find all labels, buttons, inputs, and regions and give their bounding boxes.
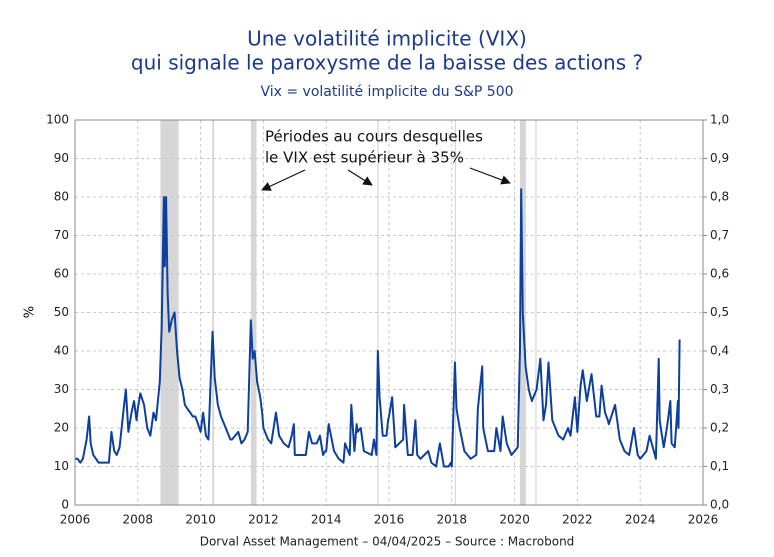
y-tick-label: 40 (54, 344, 69, 358)
x-tick-label: 2014 (311, 513, 342, 527)
x-tick-label: 2026 (688, 513, 719, 527)
shaded-period (377, 120, 379, 505)
vix-line (75, 188, 681, 468)
y-tick-label: 0 (61, 498, 69, 512)
x-tick-label: 2008 (123, 513, 154, 527)
y-tick-label: 50 (54, 305, 69, 319)
y2-tick-label: 0,0 (710, 498, 729, 512)
shaded-period (160, 120, 179, 505)
chart-title: Une volatilité implicite (VIX) (247, 27, 527, 51)
chart-title: qui signale le paroxysme de la baisse de… (131, 51, 643, 75)
x-tick-label: 2016 (374, 513, 405, 527)
shaded-period (250, 120, 257, 505)
annotation-arrow (261, 169, 306, 191)
y2-tick-label: 0,2 (710, 421, 729, 435)
y-tick-label: 70 (54, 228, 69, 242)
y2-tick-label: 0,4 (710, 344, 729, 358)
y-tick-label: 20 (54, 421, 69, 435)
y2-tick-label: 1,0 (710, 113, 729, 127)
annotation: le VIX est supérieur à 35% (265, 149, 464, 167)
y2-tick-label: 0,5 (710, 305, 729, 319)
x-tick-label: 2012 (248, 513, 279, 527)
y2-tick-label: 0,6 (710, 267, 729, 281)
y2-tick-label: 0,9 (710, 151, 729, 165)
annotation: Périodes au cours desquelles (265, 128, 483, 146)
x-tick-label: 2018 (437, 513, 468, 527)
x-tick-label: 2010 (185, 513, 216, 527)
plot-area (74, 119, 704, 506)
annotation-arrow (469, 167, 511, 185)
footer: Dorval Asset Management – 04/04/2025 – S… (200, 535, 575, 549)
y-tick-label: 30 (54, 382, 69, 396)
shaded-period (535, 120, 537, 505)
y2-tick-label: 0,3 (710, 382, 729, 396)
y2-tick-label: 0,8 (710, 190, 729, 204)
y-tick-label: 60 (54, 267, 69, 281)
x-tick-label: 2020 (499, 513, 530, 527)
x-tick-label: 2022 (562, 513, 593, 527)
y-axis-label: % (23, 306, 38, 318)
x-tick-label: 2024 (625, 513, 656, 527)
chart-subtitle: Vix = volatilité implicite du S&P 500 (260, 84, 513, 100)
x-tick-label: 2006 (60, 513, 91, 527)
y-tick-label: 80 (54, 190, 69, 204)
annotation-arrow (347, 169, 373, 186)
y-tick-label: 90 (54, 151, 69, 165)
y-tick-label: 100 (46, 113, 69, 127)
y2-tick-label: 0,1 (710, 459, 729, 473)
y-tick-label: 10 (54, 459, 69, 473)
y2-tick-label: 0,7 (710, 228, 729, 242)
